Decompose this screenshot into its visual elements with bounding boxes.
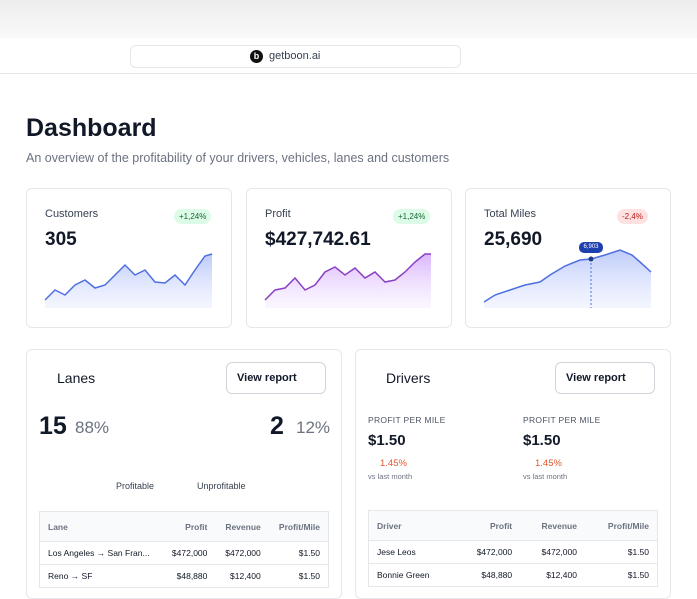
kpi-change: -2,4% bbox=[617, 209, 648, 224]
view-report-button[interactable]: View report bbox=[226, 362, 326, 394]
metric-note: vs last month bbox=[368, 472, 413, 481]
page-title: Dashboard bbox=[26, 114, 157, 142]
table-cell: $12,400 bbox=[520, 563, 585, 587]
profitable-count: 15 bbox=[39, 412, 67, 440]
unprofitable-pct: 12% bbox=[296, 418, 331, 437]
column-header: Profit bbox=[162, 511, 216, 542]
sparkline bbox=[44, 253, 213, 301]
table-cell: $472,000 bbox=[455, 540, 521, 564]
sparkline bbox=[264, 253, 431, 301]
header-row: Lane Profit Revenue Profit/Mile bbox=[39, 511, 329, 542]
column-header: Revenue bbox=[215, 511, 269, 542]
metric-value: $1.50 bbox=[368, 432, 406, 449]
sparkline-area bbox=[484, 250, 651, 308]
table-cell: $48,880 bbox=[455, 563, 521, 587]
table-cell: $48,880 bbox=[162, 564, 216, 588]
drivers-table: Driver Profit Revenue Profit/Mile Jese Leos $… bbox=[368, 510, 658, 587]
kpi-label: Profit bbox=[265, 208, 291, 220]
panel-title: Lanes bbox=[57, 370, 96, 386]
tooltip-text: 6,903 bbox=[583, 244, 599, 250]
column-header: Profit bbox=[455, 510, 521, 541]
metric-value: $1.50 bbox=[523, 432, 561, 449]
unprofitable-count: 2 bbox=[270, 412, 284, 440]
column-header: Profit/Mile bbox=[268, 511, 329, 542]
table-cell: $12,400 bbox=[215, 564, 269, 588]
favicon: b bbox=[250, 50, 263, 63]
metric-label: PROFIT PER MILE bbox=[368, 415, 446, 425]
kpi-change: +1,24% bbox=[393, 209, 431, 224]
metric-change: 1.45% bbox=[380, 458, 407, 469]
top-shade bbox=[0, 0, 697, 40]
table-cell: $472,000 bbox=[215, 541, 269, 565]
view-report-button[interactable]: View report bbox=[555, 362, 655, 394]
table-cell: $1.50 bbox=[584, 563, 658, 587]
sparkline bbox=[483, 249, 652, 303]
table-cell: Los Angeles → San Fran... bbox=[39, 541, 162, 565]
table-cell: Reno → SF bbox=[39, 564, 162, 588]
tooltip bbox=[579, 242, 603, 253]
page-subtitle: An overview of the profitability of your… bbox=[26, 151, 450, 165]
column-header: Profit/Mile bbox=[584, 510, 658, 541]
lanes-table: Lane Profit Revenue Profit/Mile Los Angeles … bbox=[39, 511, 329, 588]
kpi-value: $427,742.61 bbox=[265, 229, 371, 250]
table-cell: $1.50 bbox=[268, 541, 329, 565]
column-header: Driver bbox=[368, 510, 456, 541]
table-cell: Bonnie Green bbox=[368, 563, 456, 587]
sparkline-area bbox=[265, 254, 431, 308]
table-row: Jese Leos $472,000 $472,000 $1.50 bbox=[368, 540, 658, 564]
metric-note: vs last month bbox=[523, 472, 568, 481]
table-cell: Jese Leos bbox=[368, 540, 456, 564]
table-row: Los Angeles → San Fran... $472,000 $472,00… bbox=[39, 541, 329, 565]
kpi-value: 305 bbox=[45, 229, 77, 250]
panel-title: Drivers bbox=[386, 370, 431, 386]
kpi-value: 25,690 bbox=[484, 229, 543, 250]
table-row: Reno → SF $48,880 $12,400 $1.50 bbox=[39, 564, 329, 588]
column-header: Revenue bbox=[520, 510, 585, 541]
table-cell: $472,000 bbox=[520, 540, 585, 564]
url-bar[interactable] bbox=[130, 45, 461, 68]
hover-dot bbox=[588, 256, 594, 262]
kpi-label: Customers bbox=[45, 208, 99, 220]
kpi-label: Total Miles bbox=[484, 208, 536, 220]
profitable-pct: 88% bbox=[75, 418, 110, 437]
legend-label: Profitable bbox=[116, 481, 155, 491]
column-header: Lane bbox=[39, 511, 162, 542]
url: getboon.ai bbox=[269, 50, 321, 62]
metric-label: PROFIT PER MILE bbox=[523, 415, 601, 425]
legend-label: Unprofitable bbox=[197, 481, 246, 491]
sparkline-area bbox=[45, 254, 212, 308]
table-row: Bonnie Green $48,880 $12,400 $1.50 bbox=[368, 563, 658, 587]
table-cell: $1.50 bbox=[268, 564, 329, 588]
metric-change: 1.45% bbox=[535, 458, 562, 469]
kpi-change: +1,24% bbox=[174, 209, 212, 224]
header-row: Driver Profit Revenue Profit/Mile bbox=[368, 510, 658, 541]
table-cell: $1.50 bbox=[584, 540, 658, 564]
table-cell: $472,000 bbox=[162, 541, 216, 565]
